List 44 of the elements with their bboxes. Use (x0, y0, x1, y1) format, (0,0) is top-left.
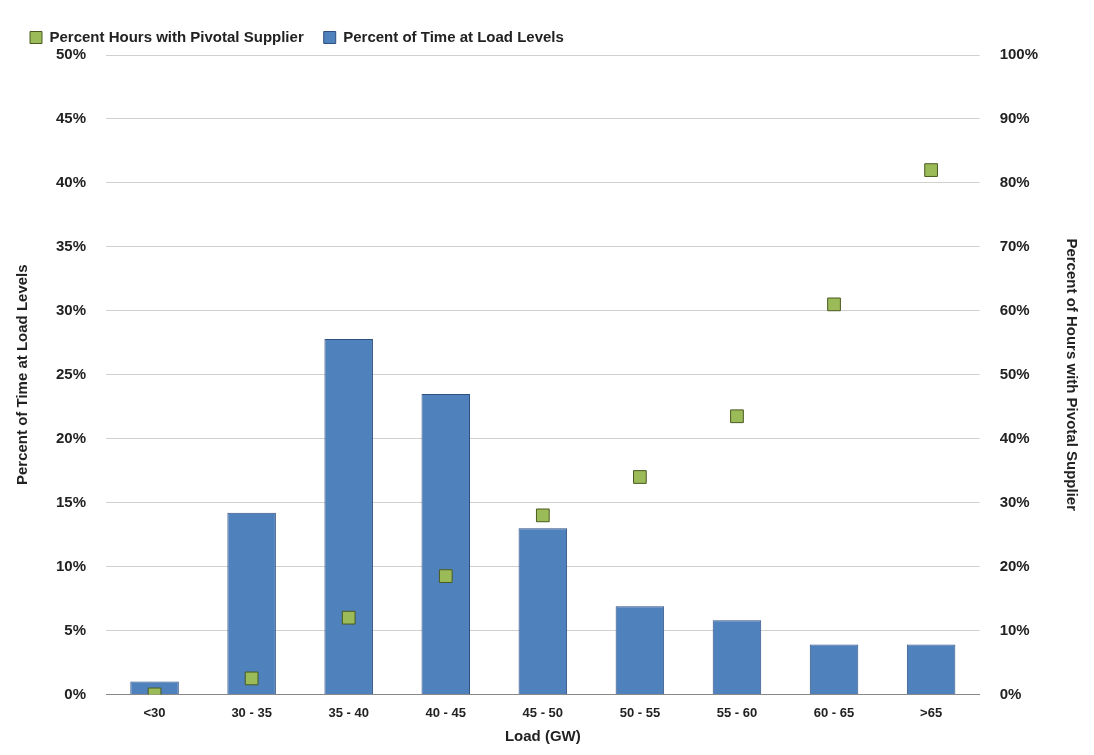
y2-tick-label: 70% (999, 236, 1030, 254)
x-tick-label: 30 - 35 (231, 704, 272, 720)
y2-tick-label: 100% (999, 45, 1039, 63)
x-tick-label: >65 (920, 704, 943, 720)
x-axis-title: Load (GW) (504, 727, 581, 745)
y2-tick-label: 0% (999, 684, 1022, 702)
point (827, 297, 841, 312)
y-tick-label: 5% (64, 620, 87, 638)
y2-tick-label: 80% (999, 173, 1030, 191)
x-tick-label: 50 - 55 (619, 704, 661, 720)
y-tick-label: 35% (55, 236, 87, 254)
y-axis-title: Percent of Time at Load Levels (13, 264, 31, 486)
point (341, 610, 356, 625)
y-tick-label: 40% (55, 173, 87, 191)
y-tick-label: 45% (55, 109, 87, 127)
x-tick-label: <30 (143, 704, 166, 720)
y-tick-label: 0% (64, 684, 87, 702)
point (633, 470, 647, 484)
y2-tick-label: 60% (999, 300, 1030, 318)
point (535, 508, 550, 523)
point (438, 569, 453, 583)
y-tick-label: 10% (55, 556, 87, 574)
y2-tick-label: 10% (999, 620, 1030, 638)
point (244, 671, 259, 686)
y-tick-label: 20% (55, 428, 87, 446)
x-tick-label: 35 - 40 (328, 704, 369, 720)
y-tick-label: 30% (55, 300, 87, 318)
x-tick-label: 60 - 65 (813, 704, 855, 720)
y2-tick-label: 20% (999, 556, 1030, 574)
y-tick-label: 25% (55, 364, 87, 382)
y2-axis-title: Percent of Hours with Pivotal Supplier (1063, 238, 1081, 512)
point (924, 163, 938, 177)
x-tick-label: 55 - 60 (716, 704, 758, 720)
x-tick-label: 45 - 50 (522, 704, 564, 720)
legend-label: Percent Hours with Pivotal Supplier (49, 27, 304, 45)
y-tick-label: 15% (55, 492, 87, 510)
y2-tick-label: 90% (999, 109, 1030, 127)
legend-label: Percent of Time at Load Levels (343, 27, 564, 45)
x-tick-label: 40 - 45 (425, 704, 466, 720)
point (730, 409, 744, 424)
y2-tick-label: 50% (999, 364, 1030, 382)
y2-tick-label: 40% (999, 428, 1030, 446)
y-tick-label: 50% (55, 45, 87, 63)
y2-tick-label: 30% (999, 492, 1030, 510)
